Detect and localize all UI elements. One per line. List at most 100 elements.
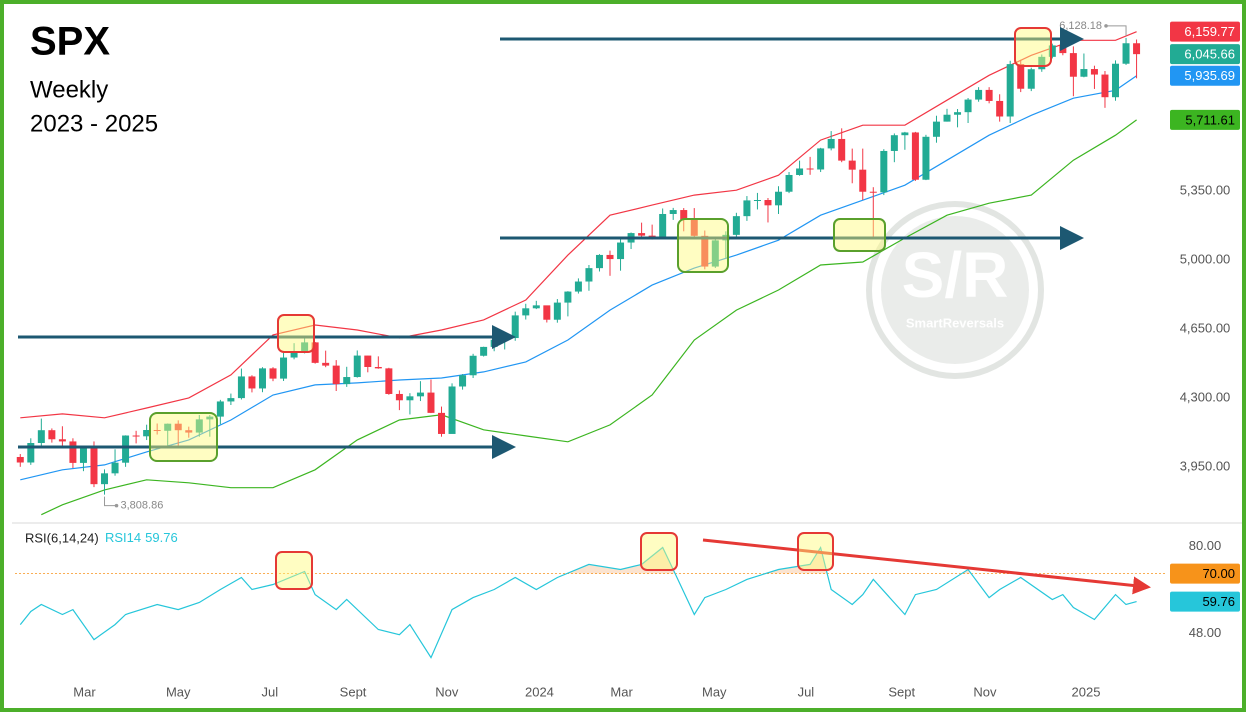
candle-body xyxy=(869,191,877,193)
chart-subtitle: Weekly xyxy=(30,76,108,103)
highlight-box xyxy=(677,218,729,273)
candle-body xyxy=(280,357,288,379)
candle-body xyxy=(880,150,888,193)
candle-body xyxy=(153,430,161,432)
candle-body xyxy=(796,168,804,175)
price-badge xyxy=(1170,109,1240,130)
candle-body xyxy=(164,423,172,431)
candle-body xyxy=(585,268,593,282)
x-tick-label: Nov xyxy=(435,684,459,699)
candle-body xyxy=(406,396,414,401)
candle-body xyxy=(1069,53,1077,77)
legend-entry: RSI14 59.76 xyxy=(105,530,178,545)
price-badge xyxy=(1170,563,1240,584)
candle-body xyxy=(216,401,224,417)
candle-body xyxy=(490,339,498,347)
candle-body xyxy=(1059,45,1067,54)
chart-title: SPX xyxy=(30,20,110,64)
watermark-mark: S/R xyxy=(902,239,1009,311)
high-dot xyxy=(1104,24,1108,28)
highlight-box xyxy=(1014,27,1052,67)
watermark-brand: SmartReversals xyxy=(906,315,1004,330)
candle-body xyxy=(1101,74,1109,98)
watermark: S/R SmartReversals xyxy=(866,201,1044,379)
rsi-line xyxy=(19,545,1137,659)
low-label: 3,808.86 xyxy=(121,500,164,512)
high-leader xyxy=(1106,25,1127,36)
candle-body xyxy=(1133,43,1141,55)
rsi-title: RSI(6,14,24) xyxy=(25,530,99,545)
x-tick-label: Jul xyxy=(798,684,815,699)
candle-body xyxy=(248,376,256,389)
candle-body xyxy=(638,233,646,236)
x-tick-label: Mar xyxy=(73,684,96,699)
candle-body xyxy=(206,416,214,420)
x-tick-label: 2025 xyxy=(1072,684,1101,699)
candle-body xyxy=(564,291,572,303)
candle-body xyxy=(911,132,919,180)
candle-body xyxy=(1027,69,1035,89)
low-leader xyxy=(104,496,117,507)
candle-body xyxy=(732,216,740,235)
x-tick-label: Sept xyxy=(340,684,367,699)
candle-body xyxy=(1048,45,1056,57)
candle-body xyxy=(659,213,667,238)
candle-body xyxy=(764,200,772,206)
candle-body xyxy=(374,366,382,369)
candle-body xyxy=(37,430,45,444)
candle-body xyxy=(848,160,856,170)
candle-body xyxy=(1006,64,1014,117)
price-badge xyxy=(1170,65,1240,86)
candle-body xyxy=(1090,69,1098,75)
candle-body xyxy=(16,456,24,463)
candle-body xyxy=(975,89,983,100)
candle-body xyxy=(185,430,193,433)
candle-body xyxy=(648,235,656,238)
candle-body xyxy=(669,210,677,214)
trend-arrow xyxy=(702,538,1151,595)
candle-body xyxy=(237,376,245,399)
candle-body xyxy=(553,302,561,320)
x-tick-label: Jul xyxy=(262,684,279,699)
candle-body xyxy=(543,305,551,320)
candle-body xyxy=(1038,56,1046,70)
highlight-box xyxy=(277,314,315,353)
candle-body xyxy=(680,210,688,220)
candle-body xyxy=(1112,63,1120,98)
highlight-box xyxy=(149,412,218,462)
candle-body xyxy=(269,368,277,379)
candle-body xyxy=(817,148,825,170)
candle-body xyxy=(69,441,77,463)
candle-body xyxy=(258,368,266,389)
y-tick-label: 5,000.00 xyxy=(1180,251,1231,266)
candle-body xyxy=(743,200,751,217)
candle-body xyxy=(322,362,330,366)
legend-name: RSI14 xyxy=(105,530,141,545)
low-dot xyxy=(114,503,119,508)
candle-body xyxy=(922,136,930,180)
candle-body xyxy=(311,342,319,363)
x-tick-label: Nov xyxy=(973,684,997,699)
candle-body xyxy=(438,412,446,434)
candle-body xyxy=(459,375,467,387)
high-label: 6,128.18 xyxy=(1059,20,1102,32)
candle-body xyxy=(522,308,530,316)
candle-body xyxy=(806,168,814,170)
candle-body xyxy=(964,99,972,113)
candle-body xyxy=(827,138,835,149)
candle-body xyxy=(416,392,424,397)
x-tick-label: Sept xyxy=(888,684,915,699)
date-range: 2023 - 2025 xyxy=(30,110,158,137)
candle-body xyxy=(1080,69,1088,77)
price-badge xyxy=(1170,44,1240,65)
candle-body xyxy=(143,430,151,437)
price-badge-label: 59.76 xyxy=(1202,594,1235,609)
candle-body xyxy=(890,135,898,151)
candle-body xyxy=(101,473,109,485)
candle-body xyxy=(690,219,698,236)
annotations xyxy=(18,27,1151,595)
y-tick-label: 4,300.00 xyxy=(1180,389,1231,404)
candle-body xyxy=(480,346,488,356)
candle-body xyxy=(574,281,582,292)
